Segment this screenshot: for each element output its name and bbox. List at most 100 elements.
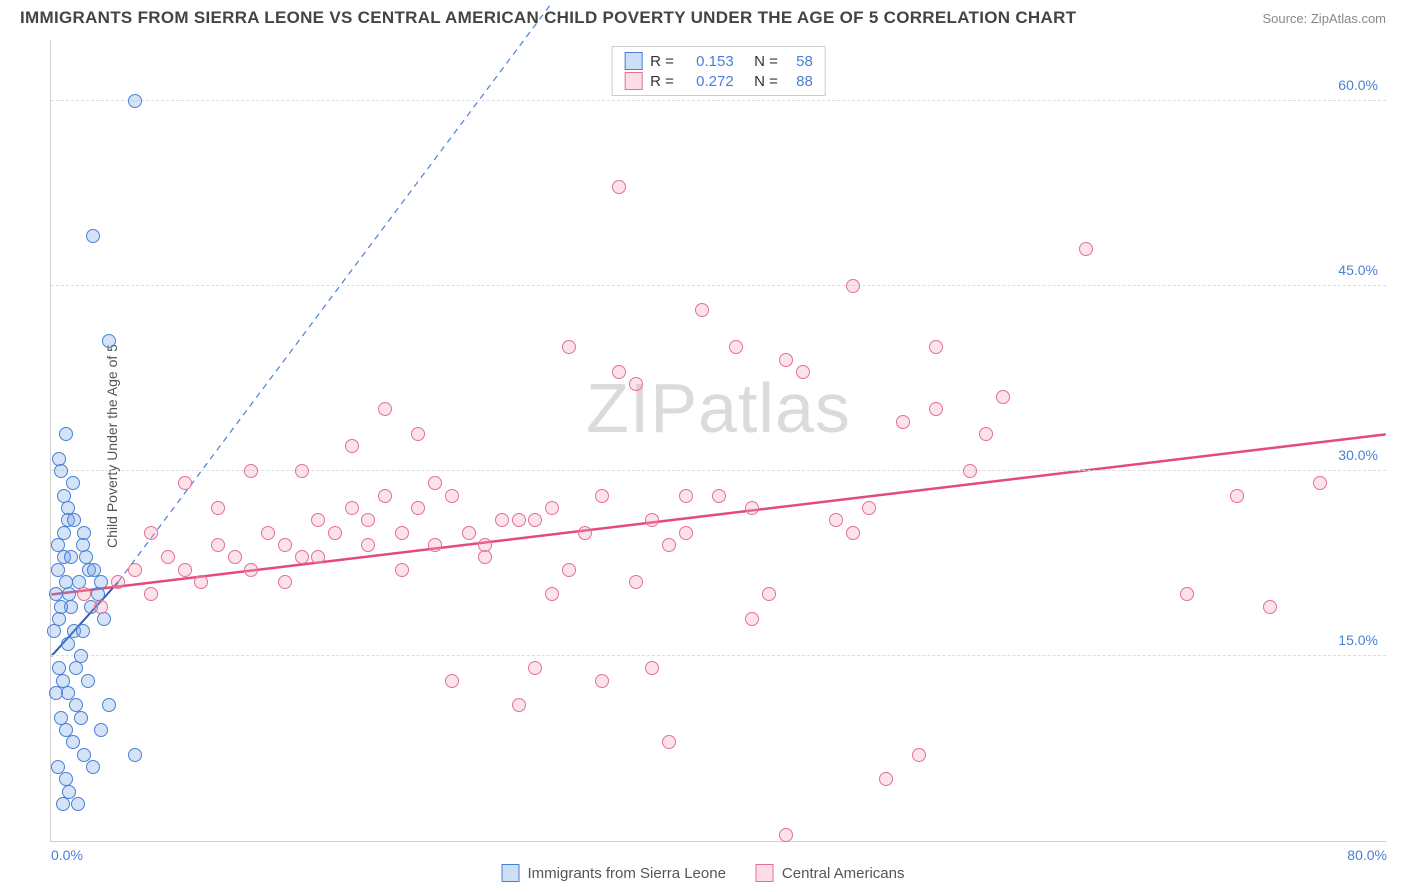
data-point-ca <box>796 365 810 379</box>
n-value-ca: 88 <box>796 73 813 90</box>
data-point-ca <box>77 587 91 601</box>
data-point-ca <box>478 550 492 564</box>
data-point-ca <box>278 575 292 589</box>
data-point-sl <box>86 229 100 243</box>
y-tick-label: 15.0% <box>1338 632 1378 648</box>
data-point-ca <box>562 340 576 354</box>
gridline-horizontal <box>51 100 1386 101</box>
data-point-ca <box>729 340 743 354</box>
swatch-sl <box>624 52 642 70</box>
data-point-ca <box>695 303 709 317</box>
y-tick-label: 30.0% <box>1338 447 1378 463</box>
data-point-ca <box>144 587 158 601</box>
data-point-ca <box>428 476 442 490</box>
data-point-ca <box>1180 587 1194 601</box>
data-point-sl <box>94 723 108 737</box>
data-point-ca <box>929 340 943 354</box>
data-point-sl <box>66 735 80 749</box>
data-point-ca <box>1079 242 1093 256</box>
data-point-sl <box>128 94 142 108</box>
data-point-ca <box>428 538 442 552</box>
n-label: N = <box>754 73 788 90</box>
data-point-ca <box>395 563 409 577</box>
data-point-ca <box>896 415 910 429</box>
data-point-sl <box>71 797 85 811</box>
data-point-sl <box>47 624 61 638</box>
data-point-ca <box>178 476 192 490</box>
data-point-sl <box>97 612 111 626</box>
data-point-ca <box>311 513 325 527</box>
r-value-sl: 0.153 <box>696 53 746 70</box>
data-point-ca <box>345 501 359 515</box>
data-point-ca <box>244 464 258 478</box>
legend-item-sl: Immigrants from Sierra Leone <box>502 864 726 882</box>
data-point-ca <box>278 538 292 552</box>
data-point-ca <box>1313 476 1327 490</box>
legend-label-sl: Immigrants from Sierra Leone <box>528 865 726 882</box>
data-point-ca <box>779 353 793 367</box>
data-point-ca <box>194 575 208 589</box>
data-point-sl <box>56 797 70 811</box>
data-point-ca <box>528 513 542 527</box>
data-point-ca <box>345 439 359 453</box>
data-point-ca <box>979 427 993 441</box>
data-point-ca <box>612 365 626 379</box>
data-point-ca <box>545 501 559 515</box>
data-point-ca <box>595 489 609 503</box>
chart-plot-area: ZIPatlas R =0.153N =58R =0.272N =88 15.0… <box>50 40 1386 842</box>
data-point-sl <box>52 452 66 466</box>
legend-swatch-sl <box>502 864 520 882</box>
data-point-ca <box>495 513 509 527</box>
data-point-ca <box>512 698 526 712</box>
data-point-ca <box>228 550 242 564</box>
data-point-sl <box>128 748 142 762</box>
data-point-ca <box>829 513 843 527</box>
data-point-ca <box>161 550 175 564</box>
data-point-ca <box>562 563 576 577</box>
data-point-ca <box>862 501 876 515</box>
data-point-sl <box>81 674 95 688</box>
data-point-sl <box>102 334 116 348</box>
data-point-ca <box>629 575 643 589</box>
data-point-sl <box>102 698 116 712</box>
data-point-ca <box>178 563 192 577</box>
data-point-sl <box>54 464 68 478</box>
data-point-ca <box>445 489 459 503</box>
data-point-ca <box>328 526 342 540</box>
watermark: ZIPatlas <box>586 368 851 448</box>
data-point-ca <box>128 563 142 577</box>
data-point-sl <box>94 575 108 589</box>
data-point-ca <box>445 674 459 688</box>
data-point-ca <box>411 501 425 515</box>
data-point-ca <box>963 464 977 478</box>
data-point-sl <box>51 538 65 552</box>
data-point-ca <box>261 526 275 540</box>
data-point-sl <box>76 624 90 638</box>
legend-label-ca: Central Americans <box>782 865 905 882</box>
x-tick-label: 80.0% <box>1347 847 1387 863</box>
regression-extension-sl <box>118 3 552 582</box>
data-point-ca <box>295 464 309 478</box>
data-point-ca <box>361 513 375 527</box>
data-point-ca <box>378 489 392 503</box>
data-point-ca <box>679 489 693 503</box>
data-point-ca <box>311 550 325 564</box>
data-point-ca <box>528 661 542 675</box>
data-point-sl <box>86 760 100 774</box>
data-point-ca <box>745 501 759 515</box>
data-point-ca <box>144 526 158 540</box>
data-point-sl <box>54 600 68 614</box>
data-point-ca <box>545 587 559 601</box>
n-value-sl: 58 <box>796 53 813 70</box>
r-label: R = <box>650 73 688 90</box>
data-point-ca <box>745 612 759 626</box>
data-point-ca <box>512 513 526 527</box>
data-point-ca <box>912 748 926 762</box>
data-point-ca <box>712 489 726 503</box>
gridline-horizontal <box>51 285 1386 286</box>
data-point-ca <box>662 735 676 749</box>
data-point-ca <box>111 575 125 589</box>
r-value-ca: 0.272 <box>696 73 746 90</box>
data-point-ca <box>629 377 643 391</box>
data-point-ca <box>462 526 476 540</box>
